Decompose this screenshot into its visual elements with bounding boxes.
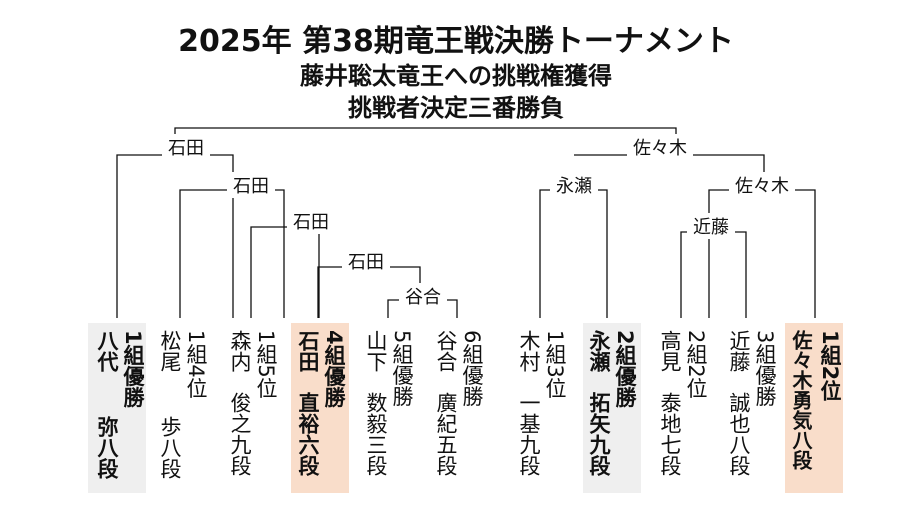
player-rank: 4組優勝 <box>322 330 346 408</box>
player-rank: 1組優勝 <box>121 330 145 408</box>
player-name-title: 数毅三段 <box>364 392 388 476</box>
bracket-line-left-r3 <box>250 226 320 318</box>
player-rank: 1組5位 <box>254 330 278 399</box>
player-rank: 5組優勝 <box>390 330 414 407</box>
winner-label-left-r1: 谷合 <box>399 283 447 309</box>
player-name: 木村 <box>517 330 541 372</box>
bracket-line-final <box>174 127 677 155</box>
winner-label-right-semi-a: 永瀬 <box>550 172 598 198</box>
page-title: 2025年 第38期竜王戦決勝トーナメント <box>178 24 734 59</box>
bracket-line-right-qf <box>680 231 747 318</box>
player-rank: 6組優勝 <box>460 330 484 407</box>
bracket-line-right-semi-b <box>708 189 816 318</box>
subtitle-match: 挑戦者決定三番勝負 <box>348 94 564 122</box>
player-name: 永瀬 <box>587 330 611 372</box>
winner-label-left-r2: 石田 <box>342 248 390 274</box>
player-box-yashiro <box>88 323 146 493</box>
winner-label-right-final: 佐々木 <box>627 134 693 160</box>
player-box-ishida <box>291 323 349 493</box>
player-name: 八代 <box>95 330 119 372</box>
bracket-line-left-final <box>116 154 234 318</box>
player-rank: 2組優勝 <box>613 330 637 408</box>
player-name-title: 俊之九段 <box>228 392 252 476</box>
player-name-title: 一基九段 <box>517 392 541 476</box>
player-name: 石田 <box>296 330 320 372</box>
player-rank: 1組3位 <box>543 330 567 399</box>
winner-label-left-r3: 石田 <box>287 208 335 234</box>
winner-label-left-final: 石田 <box>162 134 210 160</box>
player-name: 佐々木勇気八段 <box>789 330 813 470</box>
player-box-sasaki <box>785 323 843 493</box>
player-rank: 2組2位 <box>684 330 708 399</box>
player-name: 近藤 <box>727 330 751 372</box>
player-name: 山下 <box>364 330 388 372</box>
player-name-title: 歩八段 <box>158 416 182 479</box>
player-rank: 1組4位 <box>184 330 208 399</box>
player-name: 谷合 <box>434 330 458 372</box>
player-name-title: 泰地七段 <box>658 392 682 476</box>
winner-label-left-r4: 石田 <box>227 172 275 198</box>
bracket-line-left-r4 <box>179 189 285 318</box>
player-name-title: 拓矢九段 <box>587 392 611 476</box>
player-name-title: 直裕六段 <box>296 392 320 476</box>
player-box-nagase <box>583 323 641 493</box>
subtitle-challenge: 藤井聡太竜王への挑戦権獲得 <box>300 62 612 90</box>
player-name: 高見 <box>658 330 682 372</box>
player-name-title: 弥八段 <box>95 416 119 479</box>
player-rank: 1組2位 <box>818 330 842 402</box>
player-name: 松尾 <box>158 330 182 372</box>
player-name: 森内 <box>228 330 252 372</box>
winner-label-right-qf: 近藤 <box>687 213 735 239</box>
bracket-line-right-semi-a <box>539 189 608 318</box>
player-name-title: 誠也八段 <box>727 392 751 476</box>
winner-label-right-semi-b: 佐々木 <box>729 172 795 198</box>
player-rank: 3組優勝 <box>753 330 777 407</box>
player-name-title: 廣紀五段 <box>434 392 458 476</box>
